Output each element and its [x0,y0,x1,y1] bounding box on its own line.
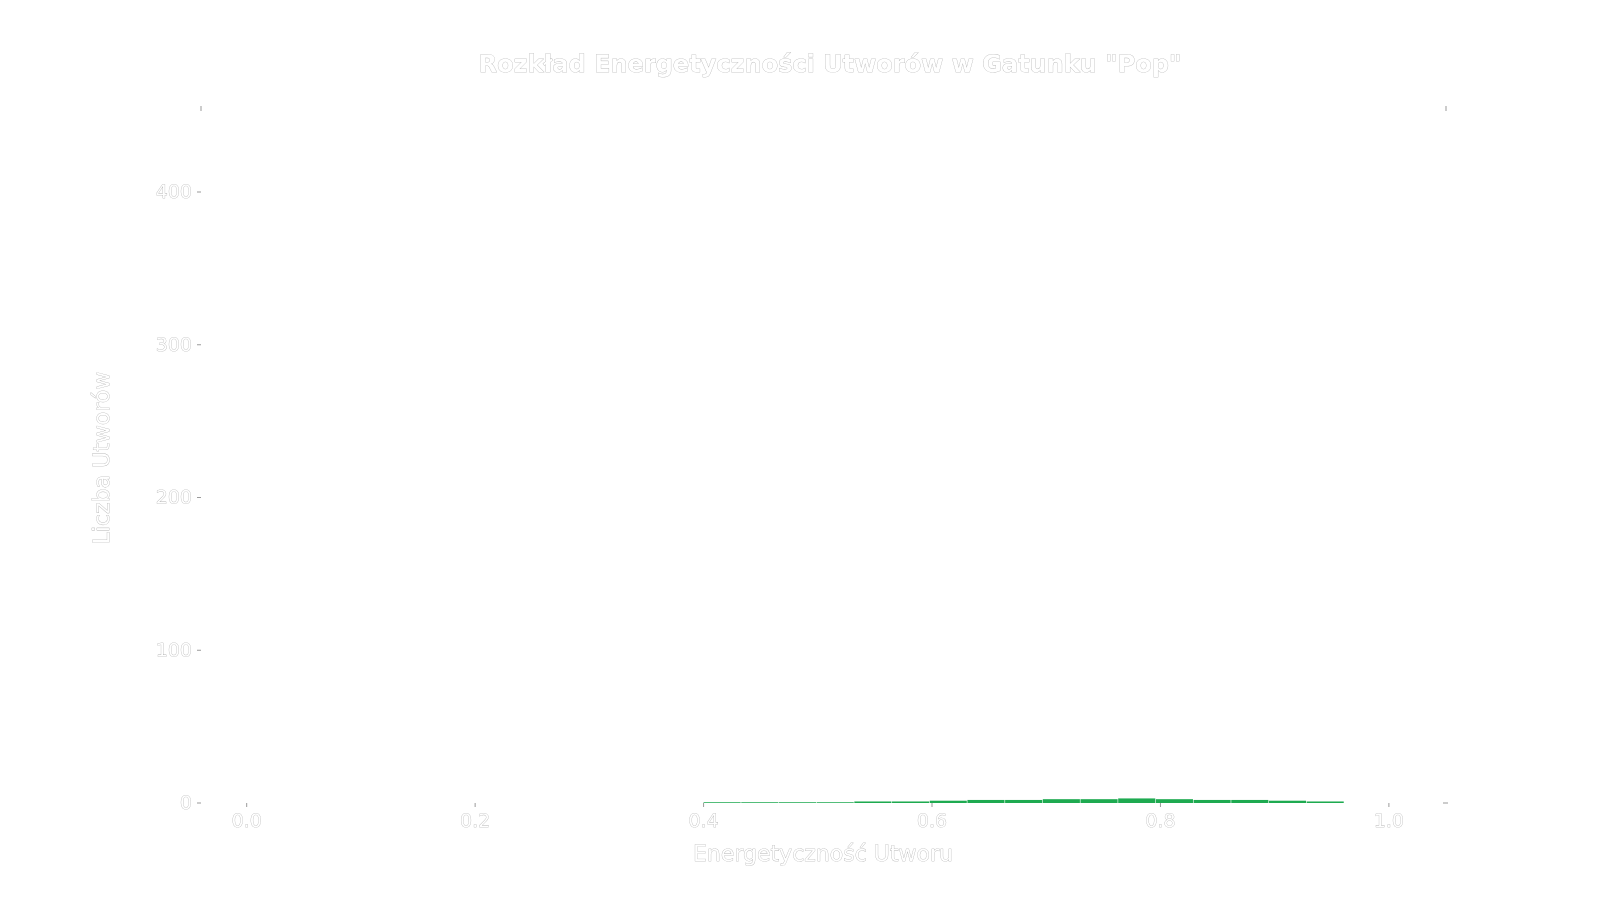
y-tick-label: 400 [156,181,192,203]
histogram-bar [816,802,854,803]
y-axis-label: Liczba Utworów [90,372,115,545]
histogram-bars [703,798,1344,803]
y-tick-label: 0 [180,792,192,814]
histogram-bar [1193,799,1231,803]
plot-area [200,106,1448,804]
histogram-bar [854,801,892,803]
chart-title: Rozkład Energetyczności Utworów w Gatunk… [479,50,1182,78]
histogram-bar [1118,798,1156,803]
histogram-bar [1231,799,1269,803]
histogram-bar [1306,801,1344,803]
histogram-bar [929,800,967,803]
y-axis: 0 100 200 300 400 [155,181,201,814]
x-tick-label: 0.2 [460,810,490,832]
histogram-bar [741,802,779,803]
histogram-bar [1042,799,1080,803]
y-tick-label: 300 [156,334,192,356]
histogram-bar [967,799,1005,803]
x-tick-label: 0.0 [232,810,262,832]
histogram-bar [1268,800,1307,803]
histogram-bar [1155,799,1193,803]
y-tick-label: 200 [156,487,192,509]
x-tick-label: 0.6 [917,810,947,832]
histogram-bar [1080,799,1118,803]
x-axis-label: Energetyczność Utworu [693,842,953,867]
x-tick-label: 0.4 [688,810,718,832]
x-axis: 0.0 0.2 0.4 0.6 0.8 1.0 [231,803,1404,832]
histogram-bar [1005,799,1043,803]
x-tick-label: 0.8 [1145,810,1175,832]
x-tick-label: 1.0 [1374,810,1404,832]
histogram-bar [778,802,817,803]
histogram-bar [892,801,930,803]
histogram-bar [703,802,741,803]
y-tick-label: 100 [156,639,192,661]
